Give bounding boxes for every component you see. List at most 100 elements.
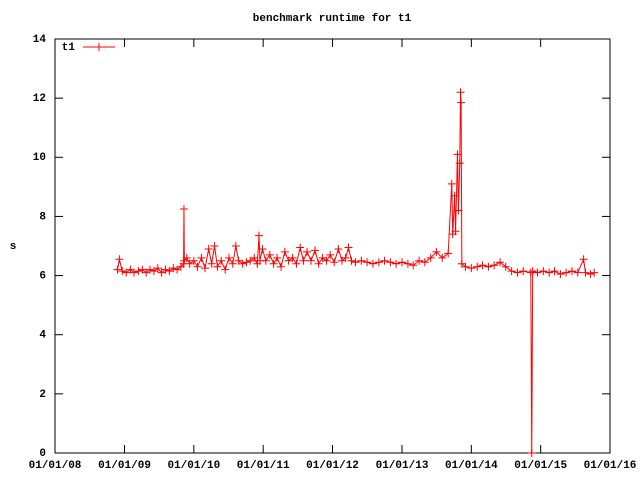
point-marker: [254, 231, 263, 240]
point-marker: [409, 261, 418, 270]
point-marker: [450, 191, 459, 200]
point-marker: [451, 227, 460, 236]
point-marker: [501, 262, 510, 271]
point-marker: [347, 256, 356, 265]
point-marker: [528, 267, 537, 276]
point-marker: [467, 264, 476, 273]
point-marker: [579, 255, 588, 264]
point-marker: [432, 247, 441, 256]
y-tick-label: 4: [39, 330, 46, 342]
point-marker: [213, 262, 222, 271]
x-tick-label: 01/01/12: [306, 460, 359, 472]
point-marker: [250, 253, 259, 262]
point-marker: [269, 259, 278, 268]
point-marker: [179, 205, 188, 214]
point-marker: [341, 253, 350, 262]
y-tick-label: 2: [39, 389, 46, 401]
point-marker: [330, 258, 339, 267]
point-marker: [573, 268, 582, 277]
point-marker: [568, 267, 577, 276]
point-marker: [454, 206, 463, 215]
point-marker: [314, 259, 323, 268]
point-marker: [182, 253, 191, 262]
point-marker: [426, 253, 435, 262]
point-marker: [210, 242, 219, 250]
point-marker: [484, 262, 493, 271]
point-marker: [292, 259, 301, 268]
point-marker: [473, 262, 482, 271]
point-marker: [344, 243, 353, 252]
point-marker: [161, 265, 170, 274]
y-axis-label: s: [10, 241, 17, 253]
point-marker: [113, 265, 122, 274]
point-marker: [461, 262, 470, 271]
point-marker: [438, 253, 447, 262]
point-marker: [496, 258, 505, 267]
point-marker: [420, 258, 429, 267]
point-marker: [326, 250, 335, 259]
y-tick-label: 14: [33, 34, 47, 46]
point-marker: [334, 244, 343, 253]
point-marker: [299, 256, 308, 265]
point-marker: [238, 259, 247, 268]
point-marker: [456, 88, 465, 97]
point-marker: [224, 253, 233, 262]
legend-marker: [95, 43, 103, 51]
point-marker: [415, 256, 424, 265]
point-marker: [265, 250, 274, 259]
point-marker: [221, 265, 230, 274]
point-marker: [392, 259, 401, 268]
point-marker: [539, 267, 548, 276]
y-tick-label: 6: [39, 270, 46, 282]
point-marker: [311, 246, 320, 255]
point-marker: [550, 267, 559, 276]
point-marker: [280, 247, 289, 256]
point-marker: [258, 244, 267, 253]
point-marker: [386, 258, 395, 267]
point-marker: [322, 256, 331, 265]
point-marker: [185, 259, 194, 268]
point-marker: [242, 258, 251, 267]
legend-label: t1: [62, 42, 76, 54]
point-marker: [273, 253, 282, 262]
x-tick-label: 01/01/08: [29, 460, 82, 472]
point-marker: [363, 258, 372, 267]
point-marker: [288, 253, 297, 262]
point-marker: [403, 259, 412, 268]
point-marker: [507, 267, 516, 276]
point-marker: [193, 262, 202, 271]
point-marker: [581, 268, 590, 277]
point-marker: [478, 261, 487, 270]
point-marker: [351, 258, 360, 267]
point-marker: [562, 268, 571, 277]
point-marker: [134, 267, 143, 276]
point-marker: [217, 256, 226, 265]
x-tick-label: 01/01/16: [584, 460, 637, 472]
point-marker: [122, 268, 131, 277]
y-tick-label: 0: [39, 448, 46, 460]
point-marker: [303, 247, 312, 256]
point-marker: [545, 268, 554, 277]
point-marker: [296, 243, 305, 252]
point-marker: [513, 268, 522, 277]
point-marker: [201, 264, 210, 273]
point-marker: [207, 259, 216, 268]
point-marker: [357, 256, 366, 265]
y-tick-label: 10: [33, 152, 46, 164]
point-marker: [533, 268, 542, 277]
point-marker: [519, 267, 528, 276]
point-marker: [490, 261, 499, 270]
point-marker: [189, 256, 198, 265]
point-marker: [204, 244, 213, 253]
x-tick-label: 01/01/13: [376, 460, 429, 472]
point-marker: [153, 264, 162, 273]
point-marker: [457, 98, 466, 107]
chart-title: benchmark runtime for t1: [253, 13, 412, 25]
point-marker: [145, 265, 154, 274]
point-marker: [455, 159, 464, 168]
point-marker: [586, 270, 595, 279]
x-tick-label: 01/01/11: [237, 460, 290, 472]
y-tick-label: 8: [39, 211, 46, 223]
